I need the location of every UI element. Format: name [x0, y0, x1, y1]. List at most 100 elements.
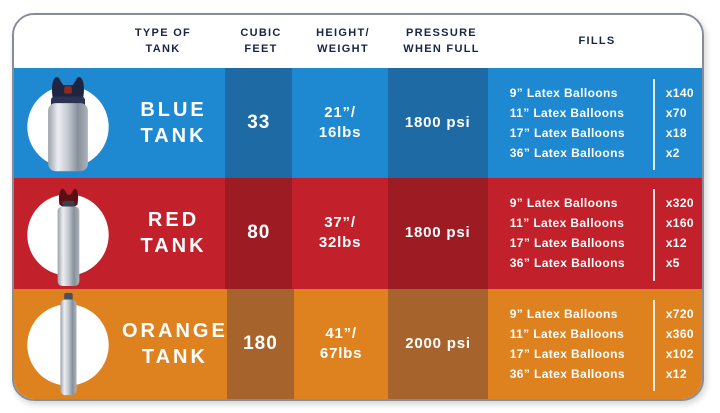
fill-count: x102	[665, 346, 694, 361]
fill-line: 11” Latex Balloons x70	[510, 103, 694, 123]
fill-line: 9” Latex Balloons x140	[510, 83, 694, 103]
header-fills: FILLS	[492, 34, 702, 49]
red-fills-cell: 9” Latex Balloons x320 11” Latex Balloon…	[487, 178, 702, 289]
fill-label: 9” Latex Balloons	[509, 196, 618, 211]
fill-count: x720	[665, 306, 694, 321]
fill-line: 9” Latex Balloons x720	[510, 304, 694, 324]
fill-count: x5	[665, 256, 680, 271]
header-type-of-tank-line2: TANK	[145, 42, 181, 55]
orange-fills-cell: 9” Latex Balloons x720 11” Latex Balloon…	[487, 288, 702, 399]
fill-label: 36” Latex Balloons	[509, 256, 625, 271]
fill-label: 36” Latex Balloons	[509, 366, 625, 381]
fill-count: x2	[665, 146, 680, 161]
blue-cubic-feet-value: 33	[247, 112, 271, 134]
orange-tank-cell: ORANGE TANK	[14, 288, 228, 399]
orange-tank-cylinder-icon	[14, 289, 122, 399]
blue-weight-value: 16lbs	[318, 124, 362, 142]
tank-name-orange-line1: ORANGE	[122, 319, 228, 342]
blue-pressure-cell: 1800 psi	[387, 68, 488, 179]
fill-count: x12	[665, 366, 687, 381]
fill-count: x360	[665, 326, 694, 341]
fill-count: x320	[665, 196, 694, 211]
fills-divider	[652, 79, 655, 171]
fill-label: 9” Latex Balloons	[509, 306, 618, 321]
header-pressure: PRESSURE WHEN FULL	[391, 26, 492, 57]
fill-line: 36” Latex Balloons x2	[510, 143, 694, 163]
table-header-row: TYPE OF TANK CUBIC FEET HEIGHT/ WEIGHT P…	[14, 15, 702, 68]
tank-name-blue-line2: TANK	[140, 125, 207, 148]
header-type-of-tank: TYPE OF TANK	[14, 26, 227, 57]
header-height-weight-line2: WEIGHT	[317, 42, 369, 55]
fill-count: x140	[665, 86, 694, 101]
blue-height-weight-value: 21”/ 16lbs	[319, 103, 361, 144]
blue-tank-cylinder-icon	[14, 68, 122, 178]
fill-label: 17” Latex Balloons	[509, 346, 625, 361]
tank-name-red: RED TANK	[122, 207, 225, 259]
header-cubic-feet-line2: FEET	[244, 42, 278, 55]
fills-divider	[652, 299, 655, 391]
header-height-weight-line1: HEIGHT/	[316, 27, 370, 40]
orange-weight-value: 67lbs	[319, 344, 363, 362]
red-cubic-feet-cell: 80	[225, 178, 293, 289]
red-weight-value: 32lbs	[318, 234, 362, 252]
orange-height-weight-cell: 41”/ 67lbs	[293, 288, 389, 399]
fill-label: 17” Latex Balloons	[509, 236, 625, 251]
fill-line: 17” Latex Balloons x18	[510, 123, 694, 143]
fills-divider	[652, 189, 655, 281]
blue-height-weight-cell: 21”/ 16lbs	[292, 68, 388, 179]
fill-count: x18	[665, 126, 687, 141]
fill-line: 17” Latex Balloons x102	[510, 344, 694, 364]
fill-label: 17” Latex Balloons	[509, 126, 625, 141]
fill-line: 11” Latex Balloons x360	[510, 324, 694, 344]
tank-comparison-table: TYPE OF TANK CUBIC FEET HEIGHT/ WEIGHT P…	[12, 13, 704, 401]
fill-line: 11” Latex Balloons x160	[510, 213, 694, 233]
fill-count: x160	[665, 216, 694, 231]
red-tank-cell: RED TANK	[14, 178, 226, 289]
orange-cubic-feet-value: 180	[243, 332, 278, 354]
orange-pressure-cell: 2000 psi	[388, 288, 488, 399]
blue-fills-cell: 9” Latex Balloons x140 11” Latex Balloon…	[487, 68, 702, 179]
fill-label: 11” Latex Balloons	[509, 106, 625, 121]
blue-cubic-feet-cell: 33	[225, 68, 293, 179]
red-height-weight-value: 37”/ 32lbs	[319, 213, 361, 254]
tank-name-blue: BLUE TANK	[122, 97, 225, 149]
tank-name-blue-line1: BLUE	[140, 99, 207, 122]
header-fills-line1: FILLS	[578, 34, 616, 47]
blue-tank-cell: BLUE TANK	[14, 68, 226, 179]
fill-label: 11” Latex Balloons	[509, 326, 625, 341]
header-pressure-line1: PRESSURE	[406, 27, 477, 40]
table-row-blue-tank: BLUE TANK 33 21”/ 16lbs 1800 psi 9” Late…	[14, 68, 702, 179]
fill-line: 9” Latex Balloons x320	[510, 193, 694, 213]
fill-count: x70	[665, 106, 687, 121]
red-pressure-value: 1800 psi	[404, 224, 471, 242]
blue-pressure-value: 1800 psi	[404, 114, 471, 132]
fill-label: 11” Latex Balloons	[509, 216, 625, 231]
tank-name-red-line2: TANK	[140, 235, 207, 258]
header-type-of-tank-line1: TYPE OF	[134, 27, 192, 40]
fill-label: 36” Latex Balloons	[509, 146, 625, 161]
red-height-weight-cell: 37”/ 32lbs	[292, 178, 388, 289]
tank-name-red-line1: RED	[147, 209, 200, 232]
blue-height-value: 21”/	[324, 103, 356, 121]
fill-line: 17” Latex Balloons x12	[510, 233, 694, 253]
fill-line: 36” Latex Balloons x12	[510, 364, 694, 384]
red-height-value: 37”/	[324, 214, 356, 232]
fill-label: 9” Latex Balloons	[509, 86, 618, 101]
table-row-red-tank: RED TANK 80 37”/ 32lbs 1800 psi 9” Latex…	[14, 178, 702, 289]
header-pressure-line2: WHEN FULL	[403, 42, 480, 55]
red-tank-cylinder-icon	[14, 178, 122, 288]
orange-height-value: 41”/	[325, 324, 357, 342]
orange-cubic-feet-cell: 180	[227, 288, 294, 399]
header-height-weight: HEIGHT/ WEIGHT	[295, 26, 391, 57]
red-cubic-feet-value: 80	[247, 222, 271, 244]
orange-height-weight-value: 41”/ 67lbs	[320, 324, 362, 365]
table-row-orange-tank: ORANGE TANK 180 41”/ 67lbs 2000 psi 9” L…	[14, 288, 702, 399]
orange-pressure-value: 2000 psi	[405, 334, 471, 352]
red-pressure-cell: 1800 psi	[387, 178, 488, 289]
fill-count: x12	[665, 236, 687, 251]
header-cubic-feet: CUBIC FEET	[227, 26, 295, 57]
header-cubic-feet-line1: CUBIC	[240, 27, 282, 40]
fill-line: 36” Latex Balloons x5	[510, 253, 694, 273]
tank-name-orange: ORANGE TANK	[122, 318, 228, 370]
tank-name-orange-line2: TANK	[141, 345, 208, 368]
